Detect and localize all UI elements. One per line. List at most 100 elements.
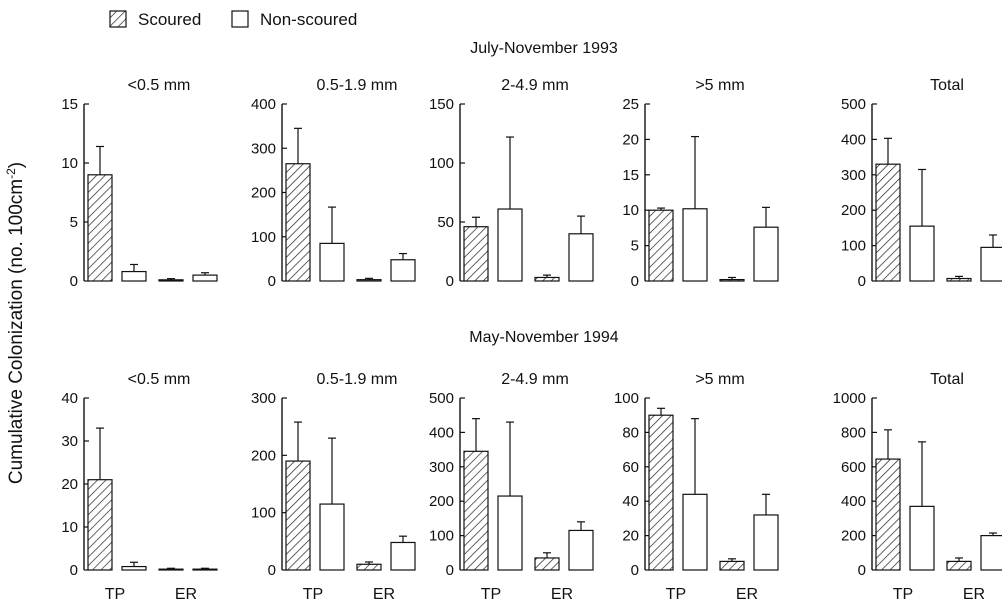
panel-1-bar-er-scoured	[158, 279, 184, 282]
panel-2-bar-er-scoured	[356, 279, 382, 282]
panel-10-category-tp: TP	[893, 586, 913, 603]
panel-1-tick-label-1: 5	[70, 214, 78, 231]
legend-label-scoured: Scoured	[138, 10, 201, 29]
panel-3-bar-er-scoured	[534, 276, 560, 282]
panel-7-bar-er-non-scoured	[390, 541, 416, 571]
panel-2-bar-tp-non-scoured	[319, 242, 345, 282]
panel-9-tick-label-5: 100	[614, 390, 639, 407]
panel-7-category-tp: TP	[303, 586, 323, 603]
panel-5-title: Total	[930, 77, 964, 94]
panel-4-bar-tp-non-scoured	[682, 208, 708, 282]
panel-2-tick-label-0: 0	[268, 273, 276, 290]
panel-9-category-tp: TP	[666, 586, 686, 603]
panel-9-tick-label-0: 0	[631, 562, 639, 579]
panel-8-tick-label-3: 300	[429, 459, 454, 476]
panel-3-tick-label-2: 100	[429, 155, 454, 172]
panel-8-bar-tp-scoured	[463, 450, 489, 571]
panel-10-tick-label-3: 600	[841, 459, 866, 476]
panel-7-bar-tp-non-scoured	[319, 503, 345, 571]
panel-5-bar-er-non-scoured	[980, 246, 1002, 282]
panel-10-tick-label-4: 800	[841, 424, 866, 441]
panel-8-tick-label-2: 200	[429, 493, 454, 510]
panel-4-tick-label-4: 20	[622, 131, 639, 148]
legend-swatch-scoured	[109, 10, 127, 28]
panel-7-tick-label-1: 100	[251, 505, 276, 522]
panel-4-bar-er-non-scoured	[753, 226, 779, 282]
y-axis-label-close: )	[6, 162, 27, 168]
panel-5-bar-tp-scoured	[875, 163, 901, 282]
panel-5-tick-label-2: 200	[841, 202, 866, 219]
panel-10-title: Total	[930, 371, 964, 388]
panel-3-tick-label-0: 0	[446, 273, 454, 290]
y-axis-label-main: Cumulative Colonization (no. 100cm	[6, 179, 27, 484]
panel-4-bar-tp-scoured	[648, 209, 674, 282]
panel-6-tick-label-1: 10	[61, 519, 78, 536]
panel-2-tick-label-3: 300	[251, 140, 276, 157]
panel-4-tick-label-5: 25	[622, 96, 639, 113]
panel-4: >5 mm 0 5 10 15 20 25	[622, 77, 779, 290]
panel-1-bar-tp-non-scoured	[121, 270, 147, 282]
y-axis-label: Cumulative Colonization (no. 100cm-2)	[4, 162, 27, 484]
panel-8-tick-label-1: 100	[429, 528, 454, 545]
panel-3-bar-tp-non-scoured	[497, 208, 523, 282]
panel-6-category-tp: TP	[105, 586, 125, 603]
panel-4-tick-label-0: 0	[631, 273, 639, 290]
panel-9-tick-label-4: 80	[622, 424, 639, 441]
panel-2-bar-tp-scoured	[285, 163, 311, 282]
panel-8-title: 2-4.9 mm	[501, 371, 569, 388]
panel-8-bar-er-non-scoured	[568, 529, 594, 571]
panel-6-bar-er-scoured	[158, 568, 184, 571]
panel-1-tick-label-2: 10	[61, 155, 78, 172]
panel-6-bar-tp-non-scoured	[121, 565, 147, 571]
legend-label-non-scoured: Non-scoured	[260, 10, 357, 29]
panel-8-tick-label-5: 500	[429, 390, 454, 407]
panel-10-category-er: ER	[963, 586, 985, 603]
panel-2-tick-label-4: 400	[251, 96, 276, 113]
panel-2: 0.5-1.9 mm 0 100 200 300 400	[251, 77, 416, 290]
panel-6-bar-er-non-scoured	[192, 568, 218, 571]
panel-10-bar-tp-non-scoured	[909, 505, 935, 571]
panel-6-tick-label-4: 40	[61, 390, 78, 407]
legend: Scoured Non-scoured	[109, 10, 357, 29]
panel-3: 2-4.9 mm 0 50 100 150	[429, 77, 594, 290]
panel-3-bar-er-non-scoured	[568, 233, 594, 282]
panel-8-bar-tp-non-scoured	[497, 495, 523, 571]
panel-7-category-er: ER	[373, 586, 395, 603]
panel-2-title: 0.5-1.9 mm	[317, 77, 398, 94]
panel-4-title: >5 mm	[695, 77, 744, 94]
panel-6-title: <0.5 mm	[128, 371, 191, 388]
panel-6-category-er: ER	[175, 586, 197, 603]
panel-1-title: <0.5 mm	[128, 77, 191, 94]
panel-9: >5 mm 0 20 40 60 80 100 TP ER	[614, 371, 779, 603]
panel-5-tick-label-1: 100	[841, 238, 866, 255]
panel-5-tick-label-3: 300	[841, 167, 866, 184]
panel-10-tick-label-1: 200	[841, 528, 866, 545]
panel-6-bar-tp-scoured	[87, 479, 113, 571]
panel-6-tick-label-2: 20	[61, 476, 78, 493]
panel-1-bar-er-non-scoured	[192, 274, 218, 282]
panel-10-tick-label-5: 1000	[833, 390, 866, 407]
row-title-1993: July-November 1993	[470, 40, 618, 57]
panel-1-tick-label-0: 0	[70, 273, 78, 290]
panel-9-category-er: ER	[736, 586, 758, 603]
panel-6: <0.5 mm 0 10 20 30 40 TP ER	[61, 371, 218, 603]
panel-8-tick-label-4: 400	[429, 424, 454, 441]
panel-7-tick-label-2: 200	[251, 447, 276, 464]
panel-7-title: 0.5-1.9 mm	[317, 371, 398, 388]
panel-10: Total 0 200 400 600 800 1000 TP ER	[833, 371, 1002, 603]
panel-10-tick-label-0: 0	[858, 562, 866, 579]
panel-9-bar-er-non-scoured	[753, 514, 779, 571]
y-axis-label-superscript: -2	[4, 168, 18, 179]
panel-10-bar-tp-scoured	[875, 458, 901, 571]
panel-6-tick-label-3: 30	[61, 433, 78, 450]
panel-7-tick-label-0: 0	[268, 562, 276, 579]
panel-3-bar-tp-scoured	[463, 226, 489, 282]
panel-5-bar-tp-non-scoured	[909, 225, 935, 282]
panel-9-tick-label-1: 20	[622, 528, 639, 545]
panel-2-bar-er-non-scoured	[390, 259, 416, 282]
panel-3-title: 2-4.9 mm	[501, 77, 569, 94]
panel-7: 0.5-1.9 mm 0 100 200 300 TP ER	[251, 371, 416, 603]
panel-5-tick-label-4: 400	[841, 131, 866, 148]
